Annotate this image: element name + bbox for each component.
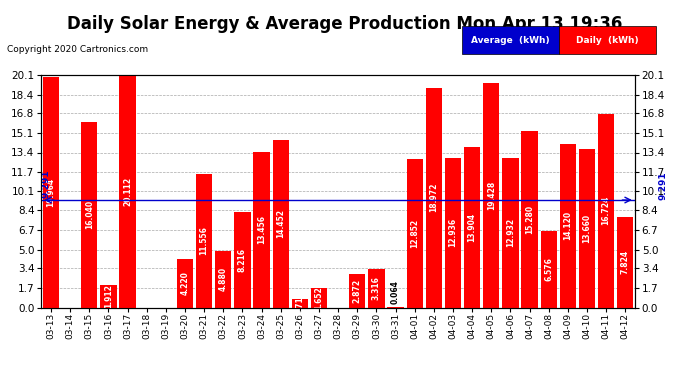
Text: 15.280: 15.280 xyxy=(525,205,534,234)
Bar xyxy=(445,158,461,308)
Text: 9.291: 9.291 xyxy=(41,170,50,198)
Bar xyxy=(483,83,500,308)
Bar xyxy=(540,231,557,308)
Text: 12.852: 12.852 xyxy=(410,219,419,248)
Text: 4.880: 4.880 xyxy=(219,267,228,291)
Text: 12.932: 12.932 xyxy=(506,218,515,247)
Bar xyxy=(253,152,270,308)
Bar xyxy=(560,144,576,308)
Bar xyxy=(177,259,193,308)
Text: 13.904: 13.904 xyxy=(468,213,477,242)
Text: 13.660: 13.660 xyxy=(582,214,591,243)
Bar xyxy=(464,147,480,308)
Bar xyxy=(292,299,308,307)
Text: Average  (kWh): Average (kWh) xyxy=(471,36,550,45)
Bar xyxy=(310,288,327,308)
Text: Copyright 2020 Cartronics.com: Copyright 2020 Cartronics.com xyxy=(7,45,148,54)
Text: 19.964: 19.964 xyxy=(46,177,55,207)
Text: 0.716: 0.716 xyxy=(295,291,304,315)
Text: 1.652: 1.652 xyxy=(315,286,324,310)
Text: 7.824: 7.824 xyxy=(621,250,630,274)
Bar xyxy=(522,131,538,308)
Bar xyxy=(234,213,250,308)
Text: 13.456: 13.456 xyxy=(257,215,266,244)
Text: 11.556: 11.556 xyxy=(199,226,208,255)
Text: 3.316: 3.316 xyxy=(372,276,381,300)
Bar xyxy=(273,140,289,308)
Text: 0.064: 0.064 xyxy=(391,280,400,304)
Text: 1.912: 1.912 xyxy=(104,285,113,308)
Text: 6.576: 6.576 xyxy=(544,258,553,281)
Text: 16.040: 16.040 xyxy=(85,200,94,229)
Bar xyxy=(387,307,404,308)
Bar xyxy=(215,251,231,308)
Text: 19.428: 19.428 xyxy=(486,180,495,210)
Bar xyxy=(196,174,213,308)
Bar xyxy=(100,285,117,308)
Text: 18.972: 18.972 xyxy=(429,183,438,213)
Bar xyxy=(368,269,384,308)
Text: 14.120: 14.120 xyxy=(563,211,572,240)
Bar xyxy=(502,158,518,308)
Bar xyxy=(579,150,595,308)
Bar xyxy=(617,217,633,308)
Text: 8.216: 8.216 xyxy=(238,248,247,272)
Bar xyxy=(598,114,614,308)
Text: 4.220: 4.220 xyxy=(181,271,190,295)
Bar xyxy=(426,88,442,308)
Text: 14.452: 14.452 xyxy=(276,209,285,238)
Text: 12.936: 12.936 xyxy=(448,218,457,247)
Text: 20.112: 20.112 xyxy=(123,177,132,206)
Bar xyxy=(43,76,59,308)
Bar xyxy=(349,274,366,308)
Text: Daily Solar Energy & Average Production Mon Apr 13 19:36: Daily Solar Energy & Average Production … xyxy=(68,15,622,33)
Text: 16.724: 16.724 xyxy=(602,196,611,225)
Bar xyxy=(119,75,136,307)
Text: 2.872: 2.872 xyxy=(353,279,362,303)
Text: 9.291: 9.291 xyxy=(658,171,667,200)
Bar xyxy=(81,122,97,308)
Text: Daily  (kWh): Daily (kWh) xyxy=(576,36,638,45)
Bar xyxy=(406,159,423,308)
